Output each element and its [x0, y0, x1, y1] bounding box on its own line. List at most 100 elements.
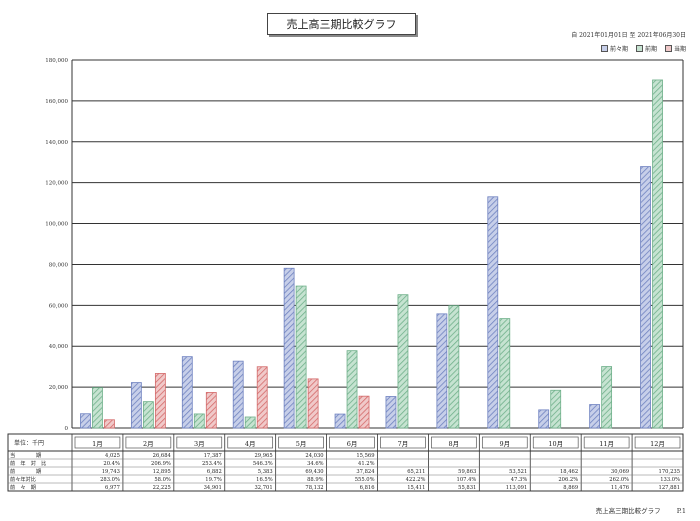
- table-cell: 41.2%: [358, 461, 375, 467]
- bar-prev: [346, 350, 358, 429]
- y-tick-label: 0: [65, 426, 69, 432]
- bar-prev: [244, 416, 256, 429]
- month-header-box: [227, 436, 274, 449]
- month-header-label: 2月: [143, 440, 154, 448]
- month-header-label: 7月: [398, 440, 409, 448]
- table-cell: 8,869: [563, 485, 578, 491]
- table-cell: 22,225: [153, 485, 171, 491]
- table-cell: 6,882: [207, 469, 222, 475]
- bar-current: [358, 395, 370, 429]
- table-cell: 5,383: [258, 469, 273, 475]
- legend-label-prev-prev: 前々期: [609, 46, 628, 53]
- footer-title: 売上高三期比較グラフ: [595, 507, 661, 515]
- month-header-box: [431, 436, 477, 449]
- table-cell: 15,569: [356, 453, 374, 459]
- month-header-label: 8月: [449, 440, 460, 448]
- legend-item-prev-prev: 前々期: [600, 44, 628, 53]
- table-cell: 206.9%: [151, 461, 171, 467]
- table-cell: 24,030: [305, 453, 323, 459]
- month-header-label: 11月: [599, 440, 614, 448]
- bar-current: [154, 373, 166, 429]
- month-header-box: [634, 436, 681, 449]
- y-tick-label: 60,000: [49, 303, 69, 309]
- table-cell: 546.3%: [253, 461, 273, 467]
- table-unit-label: 単位：千円: [14, 439, 44, 447]
- table-cell: 26,684: [153, 453, 172, 459]
- table-cell: 20.4%: [103, 461, 120, 467]
- bar-prev: [397, 294, 409, 429]
- table-cell: 34.6%: [307, 461, 324, 467]
- y-tick-label: 140,000: [45, 140, 68, 146]
- bar-prev: [142, 401, 154, 429]
- bar-current: [104, 419, 115, 429]
- table-cell: 37,824: [356, 469, 375, 475]
- bar-prev-prev: [589, 404, 601, 429]
- month-header-label: 1月: [92, 440, 103, 448]
- month-header-label: 10月: [548, 440, 563, 448]
- table-row-label: 前々年対比: [10, 475, 36, 483]
- y-tick-label: 180,000: [45, 58, 68, 64]
- table-cell: 107.4%: [457, 477, 477, 483]
- table-cell: 69,430: [305, 469, 323, 475]
- month-header-box: [532, 436, 579, 449]
- legend-swatch-prev: [635, 45, 643, 52]
- table-cell: 32,701: [255, 485, 273, 491]
- bar-prev-prev: [538, 409, 550, 429]
- month-header-label: 6月: [347, 440, 358, 448]
- table-cell: 170,235: [659, 469, 680, 475]
- month-header-box: [125, 436, 172, 449]
- bar-prev-prev: [487, 196, 499, 429]
- table-cell: 18,462: [560, 469, 578, 475]
- table-cell: 555.0%: [355, 477, 375, 483]
- table-cell: 29,965: [255, 453, 273, 459]
- table-cell: 78,132: [305, 485, 323, 491]
- table-cell: 6,816: [360, 485, 375, 491]
- y-tick-label: 40,000: [49, 344, 69, 350]
- table-cell: 59,863: [458, 469, 476, 475]
- table-cell: 53,521: [509, 469, 527, 475]
- bar-prev-prev: [334, 413, 346, 429]
- bar-prev: [92, 387, 103, 429]
- legend-item-current: 当期: [664, 44, 686, 53]
- table-row-label: 前 年 対 比: [10, 459, 46, 467]
- footer: 売上高三期比較グラフ P.1: [582, 505, 686, 515]
- table-cell: 11,476: [611, 485, 629, 491]
- bar-prev: [193, 413, 205, 429]
- legend-swatch-prev-prev: [600, 45, 608, 52]
- chart-title: 売上高三期比較グラフ: [267, 13, 416, 35]
- month-header-box: [380, 436, 426, 449]
- month-header-box: [583, 436, 630, 449]
- legend: 前々期 前期 当期: [600, 44, 686, 53]
- table-cell: 30,069: [611, 469, 629, 475]
- bar-prev-prev: [181, 356, 193, 429]
- bar-prev: [295, 285, 307, 429]
- table-cell: 65,211: [407, 469, 425, 475]
- bar-current: [205, 392, 217, 429]
- month-header-label: 4月: [245, 440, 256, 448]
- bar-prev: [652, 79, 663, 429]
- table-row-label: 当 期: [10, 451, 41, 459]
- legend-item-prev: 前期: [635, 44, 657, 53]
- table-cell: 113,091: [506, 485, 527, 491]
- month-header-box: [481, 436, 528, 449]
- month-header-label: 5月: [296, 440, 307, 448]
- month-header-label: 12月: [650, 440, 665, 448]
- bar-prev-prev: [640, 166, 651, 429]
- month-header-label: 3月: [194, 440, 205, 448]
- month-header-box: [329, 436, 375, 449]
- table-row-label: 前 々 期: [10, 483, 36, 491]
- y-tick-label: 120,000: [45, 181, 68, 187]
- bar-current: [256, 366, 268, 429]
- table-cell: 19.7%: [205, 477, 222, 483]
- bar-prev: [448, 305, 460, 429]
- table-cell: 47.3%: [511, 477, 528, 483]
- month-header-box: [74, 436, 121, 449]
- bar-prev-prev: [436, 313, 448, 429]
- bar-prev-prev: [130, 382, 142, 429]
- month-header-label: 9月: [499, 440, 510, 448]
- bar-prev-prev: [232, 360, 244, 429]
- table-cell: 88.9%: [307, 477, 324, 483]
- table-cell: 262.0%: [609, 477, 629, 483]
- y-tick-label: 20,000: [49, 385, 69, 391]
